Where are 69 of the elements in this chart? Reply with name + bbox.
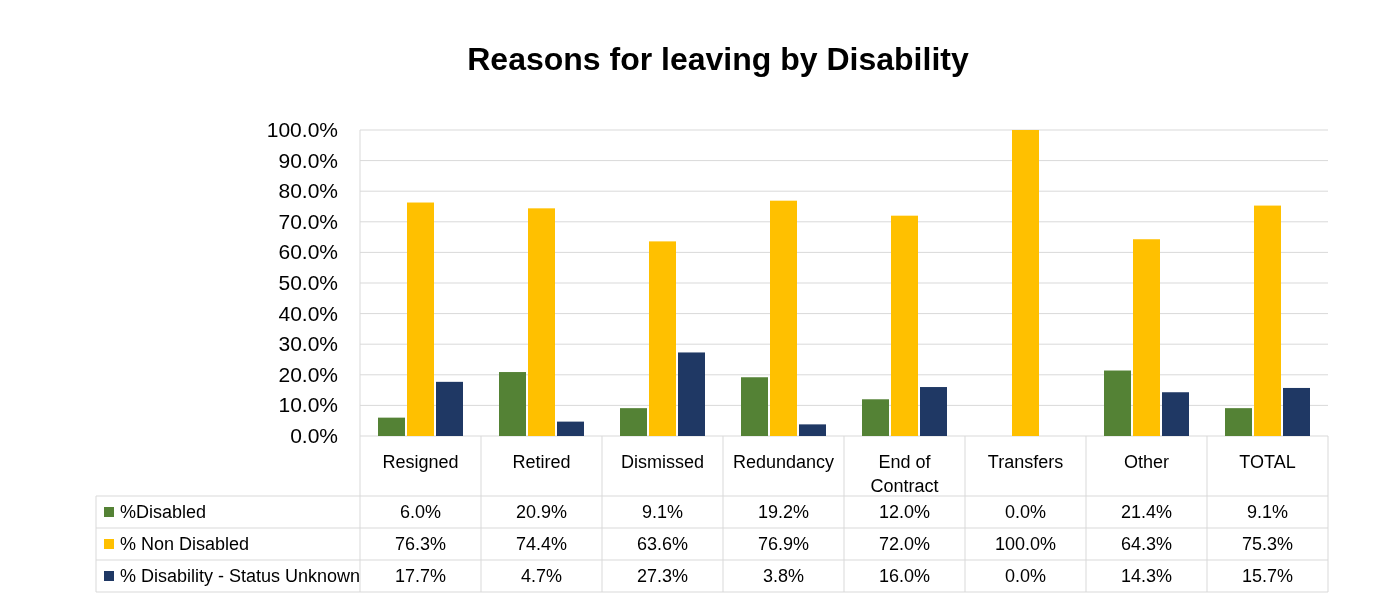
y-tick-label: 10.0% [278, 393, 338, 417]
y-tick-label: 80.0% [278, 179, 338, 203]
data-label: 3.8% [762, 566, 805, 586]
data-label: 72.0% [878, 534, 931, 554]
data-label: 16.0% [878, 566, 931, 586]
y-tick-label: 90.0% [278, 148, 338, 172]
y-tick-label: 40.0% [278, 301, 338, 325]
data-label: 21.4% [1120, 502, 1173, 522]
bar [799, 424, 826, 436]
legend-label: % Non Disabled [120, 534, 250, 554]
bar [770, 200, 797, 436]
bar [1133, 239, 1160, 436]
bar [891, 215, 918, 436]
data-label: 76.3% [394, 534, 447, 554]
data-label: 6.0% [399, 502, 442, 522]
y-tick-label: 0.0% [290, 424, 338, 447]
data-label: 74.4% [515, 534, 568, 554]
bar [1225, 408, 1252, 436]
data-label: 63.6% [636, 534, 689, 554]
bar [920, 387, 947, 436]
bar [1283, 387, 1310, 436]
data-label: 27.3% [636, 566, 689, 586]
y-tick-label: 60.0% [278, 240, 338, 264]
data-label: 64.3% [1120, 534, 1173, 554]
bar [528, 208, 555, 436]
data-label: 75.3% [1241, 534, 1294, 554]
bar [649, 241, 676, 436]
x-tick-label: Transfers [987, 452, 1064, 472]
data-label: 14.3% [1120, 566, 1173, 586]
bar [436, 381, 463, 436]
data-label: 9.1% [1246, 502, 1289, 522]
y-tick-label: 70.0% [278, 209, 338, 233]
bar [557, 421, 584, 436]
bar [862, 399, 889, 436]
y-tick-label: 100.0% [266, 118, 338, 141]
y-tick-label: 20.0% [278, 362, 338, 386]
legend-label: %Disabled [120, 502, 207, 522]
bar [1162, 392, 1189, 436]
data-label: 76.9% [757, 534, 810, 554]
legend-label: % Disability - Status Unknown [120, 566, 361, 586]
data-label: 0.0% [1004, 502, 1047, 522]
bar [407, 202, 434, 436]
x-tick-label: Redundancy [732, 452, 835, 472]
bar [1104, 370, 1131, 436]
bar [378, 417, 405, 436]
bar [678, 352, 705, 436]
y-tick-label: 30.0% [278, 332, 338, 356]
bar [1012, 130, 1039, 436]
data-label: 19.2% [757, 502, 810, 522]
data-label: 100.0% [994, 534, 1057, 554]
data-label: 17.7% [394, 566, 447, 586]
bar [499, 372, 526, 436]
data-label: 4.7% [520, 566, 563, 586]
x-tick-label: Dismissed [620, 452, 705, 472]
chart-title: Reasons for leaving by Disability [467, 41, 969, 77]
data-label: 15.7% [1241, 566, 1294, 586]
data-label: 20.9% [515, 502, 568, 522]
x-tick-label: Resigned [382, 452, 459, 472]
data-label: 0.0% [1004, 566, 1047, 586]
bar [741, 377, 768, 436]
x-tick-label: Retired [512, 452, 571, 472]
data-label: 9.1% [641, 502, 684, 522]
x-tick-label: Other [1123, 452, 1170, 472]
y-tick-label: 50.0% [278, 271, 338, 294]
x-tick-label: End of Contract [870, 452, 939, 496]
bar [1254, 205, 1281, 436]
data-label: 12.0% [878, 502, 931, 522]
x-tick-label: TOTAL [1239, 452, 1296, 472]
bar [620, 408, 647, 436]
